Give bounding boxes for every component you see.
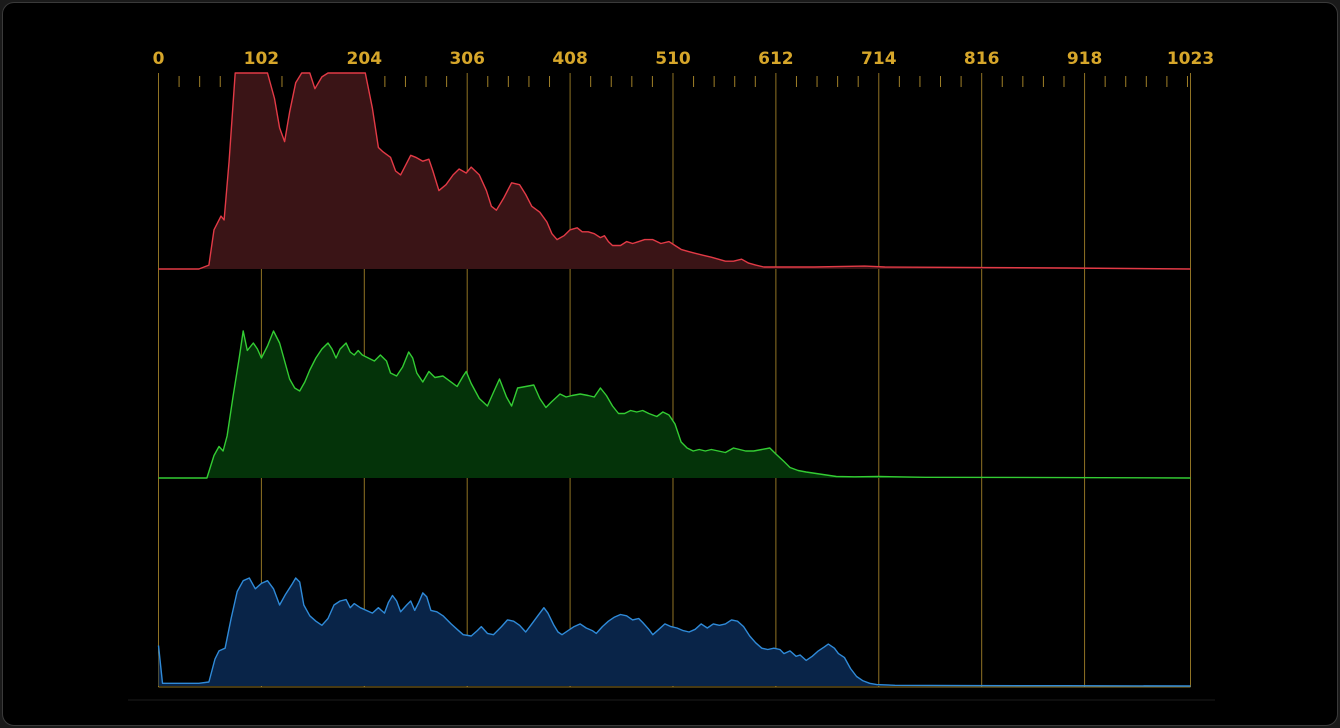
histogram-series: [157, 72, 1191, 687]
blue-channel-line: [157, 577, 1191, 687]
green-channel-line: [158, 330, 1191, 479]
red-channel-line: [158, 72, 1191, 270]
tick-label-612: 612: [758, 49, 794, 69]
tick-label-510: 510: [655, 49, 691, 69]
tick-label-816: 816: [964, 49, 1000, 69]
tick-label-306: 306: [449, 49, 485, 69]
tick-label-0: 0: [153, 49, 165, 69]
tick-label-408: 408: [552, 49, 588, 69]
tick-label-1023: 1023: [1167, 49, 1214, 69]
rgb-parade-histogram: 0 102 204 306 408 510 612 714 816 918 1023: [128, 49, 1215, 701]
blue-channel-area: [158, 578, 1191, 686]
tick-label-204: 204: [347, 49, 383, 69]
tick-label-918: 918: [1067, 49, 1103, 69]
red-channel-area: [158, 73, 1191, 269]
axis-tick-labels: 0 102 204 306 408 510 612 714 816 918 1023: [153, 49, 1215, 69]
tick-label-714: 714: [861, 49, 897, 69]
axis-ticks: [178, 76, 1188, 87]
green-channel-area: [158, 331, 1191, 478]
tick-label-102: 102: [244, 49, 280, 69]
